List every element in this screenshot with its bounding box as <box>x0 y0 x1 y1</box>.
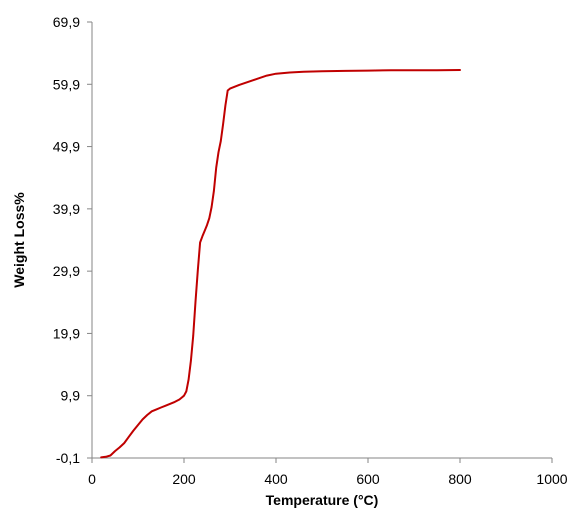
y-ticks-group: -0,1 9,9 19,9 29,9 39,9 49,9 59,9 69,9 <box>53 14 92 466</box>
y-tick-label: 29,9 <box>53 263 80 279</box>
y-tick-label: 19,9 <box>53 325 80 341</box>
x-axis-title: Temperature (°C) <box>266 492 379 508</box>
series-line <box>100 69 461 459</box>
y-tick-label: 59,9 <box>53 76 80 92</box>
x-tick-label: 400 <box>264 471 288 487</box>
axes-group <box>91 22 552 459</box>
y-tick-label: -0,1 <box>56 450 80 466</box>
y-tick-label: 49,9 <box>53 139 80 155</box>
series-layer <box>100 69 461 459</box>
x-ticks-group: 0 200 400 600 800 1000 <box>88 458 568 487</box>
x-tick-label: 600 <box>356 471 380 487</box>
x-tick-label: 800 <box>448 471 472 487</box>
y-tick-label: 39,9 <box>53 201 80 217</box>
x-tick-label: 1000 <box>536 471 567 487</box>
x-tick-label: 0 <box>88 471 96 487</box>
y-axis-title: Weight Loss% <box>11 192 27 288</box>
x-tick-label: 200 <box>172 471 196 487</box>
y-tick-label: 69,9 <box>53 14 80 30</box>
y-tick-label: 9,9 <box>61 388 81 404</box>
